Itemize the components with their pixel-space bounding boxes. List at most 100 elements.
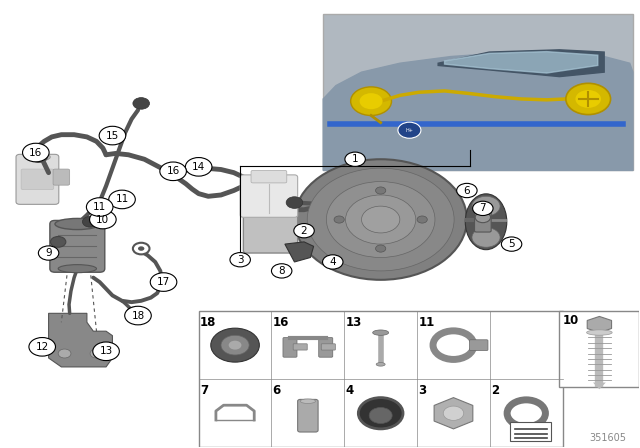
Text: 14: 14 bbox=[192, 162, 205, 172]
Circle shape bbox=[90, 210, 116, 229]
FancyBboxPatch shape bbox=[53, 169, 70, 185]
Text: 7: 7 bbox=[479, 203, 486, 213]
Text: 351605: 351605 bbox=[589, 433, 627, 443]
Text: 15: 15 bbox=[106, 130, 119, 141]
Polygon shape bbox=[323, 52, 633, 170]
FancyBboxPatch shape bbox=[559, 311, 639, 387]
Text: 3: 3 bbox=[419, 384, 426, 397]
FancyBboxPatch shape bbox=[293, 344, 307, 350]
Circle shape bbox=[475, 212, 490, 223]
Circle shape bbox=[86, 198, 113, 216]
Circle shape bbox=[351, 87, 392, 116]
Polygon shape bbox=[434, 398, 473, 429]
Text: 4: 4 bbox=[346, 384, 354, 397]
Circle shape bbox=[457, 183, 477, 198]
Circle shape bbox=[230, 253, 250, 267]
Text: 17: 17 bbox=[157, 277, 170, 287]
FancyBboxPatch shape bbox=[510, 422, 551, 441]
Text: 18: 18 bbox=[131, 310, 145, 321]
Ellipse shape bbox=[25, 153, 50, 161]
FancyBboxPatch shape bbox=[469, 340, 488, 350]
Text: 16: 16 bbox=[166, 166, 180, 177]
Text: 13: 13 bbox=[99, 346, 113, 356]
Circle shape bbox=[358, 398, 403, 429]
Circle shape bbox=[501, 237, 522, 251]
Text: 2: 2 bbox=[491, 384, 499, 397]
Circle shape bbox=[83, 216, 98, 227]
Circle shape bbox=[307, 168, 454, 271]
Ellipse shape bbox=[372, 330, 388, 335]
Circle shape bbox=[369, 407, 392, 423]
Circle shape bbox=[271, 264, 292, 278]
Text: 11: 11 bbox=[93, 202, 106, 212]
Text: 3: 3 bbox=[237, 255, 243, 265]
Text: 16: 16 bbox=[273, 316, 289, 329]
Ellipse shape bbox=[587, 330, 612, 335]
FancyBboxPatch shape bbox=[16, 154, 59, 204]
Circle shape bbox=[31, 151, 47, 162]
Circle shape bbox=[51, 237, 66, 247]
FancyBboxPatch shape bbox=[319, 337, 333, 357]
FancyBboxPatch shape bbox=[251, 170, 287, 183]
Circle shape bbox=[97, 204, 103, 208]
FancyBboxPatch shape bbox=[243, 202, 298, 253]
Ellipse shape bbox=[465, 194, 507, 250]
Circle shape bbox=[90, 349, 103, 358]
Text: 11: 11 bbox=[419, 316, 435, 329]
Ellipse shape bbox=[376, 362, 385, 366]
Text: 6: 6 bbox=[463, 185, 470, 195]
Circle shape bbox=[228, 340, 241, 349]
Circle shape bbox=[345, 152, 365, 166]
Circle shape bbox=[29, 337, 56, 356]
FancyBboxPatch shape bbox=[21, 169, 54, 190]
Text: 11: 11 bbox=[115, 194, 129, 204]
Circle shape bbox=[211, 328, 259, 362]
Polygon shape bbox=[285, 242, 314, 262]
Circle shape bbox=[150, 273, 177, 291]
Polygon shape bbox=[438, 50, 604, 77]
Circle shape bbox=[398, 122, 421, 138]
Circle shape bbox=[138, 246, 145, 251]
Circle shape bbox=[294, 159, 467, 280]
FancyBboxPatch shape bbox=[240, 175, 298, 217]
Circle shape bbox=[160, 162, 186, 181]
Polygon shape bbox=[588, 316, 612, 332]
Circle shape bbox=[93, 342, 119, 361]
Circle shape bbox=[186, 158, 212, 176]
Circle shape bbox=[376, 187, 386, 194]
Text: 2: 2 bbox=[301, 226, 307, 236]
Circle shape bbox=[472, 228, 500, 247]
Circle shape bbox=[441, 336, 467, 354]
Circle shape bbox=[133, 98, 150, 109]
Circle shape bbox=[326, 181, 435, 258]
Text: 7: 7 bbox=[200, 384, 208, 397]
FancyBboxPatch shape bbox=[283, 337, 297, 357]
FancyBboxPatch shape bbox=[298, 400, 318, 432]
Circle shape bbox=[360, 93, 383, 109]
Ellipse shape bbox=[300, 399, 316, 404]
Circle shape bbox=[346, 195, 416, 244]
Ellipse shape bbox=[58, 265, 97, 273]
Circle shape bbox=[334, 216, 344, 223]
FancyBboxPatch shape bbox=[198, 311, 563, 447]
Text: 12: 12 bbox=[36, 342, 49, 352]
FancyBboxPatch shape bbox=[323, 14, 633, 170]
Text: 13: 13 bbox=[346, 316, 362, 329]
FancyBboxPatch shape bbox=[50, 220, 105, 272]
Polygon shape bbox=[593, 383, 606, 389]
Circle shape bbox=[125, 306, 151, 325]
Text: 18: 18 bbox=[200, 316, 216, 329]
Circle shape bbox=[109, 190, 135, 209]
Circle shape bbox=[286, 197, 303, 208]
Circle shape bbox=[362, 206, 400, 233]
Text: 9: 9 bbox=[45, 248, 52, 258]
Circle shape bbox=[22, 143, 49, 162]
Text: H+: H+ bbox=[406, 128, 413, 133]
Circle shape bbox=[376, 245, 386, 252]
Circle shape bbox=[221, 335, 249, 355]
Circle shape bbox=[444, 406, 464, 420]
Circle shape bbox=[417, 216, 428, 223]
Text: 10: 10 bbox=[563, 314, 579, 327]
Polygon shape bbox=[49, 313, 113, 367]
Text: 5: 5 bbox=[508, 239, 515, 249]
